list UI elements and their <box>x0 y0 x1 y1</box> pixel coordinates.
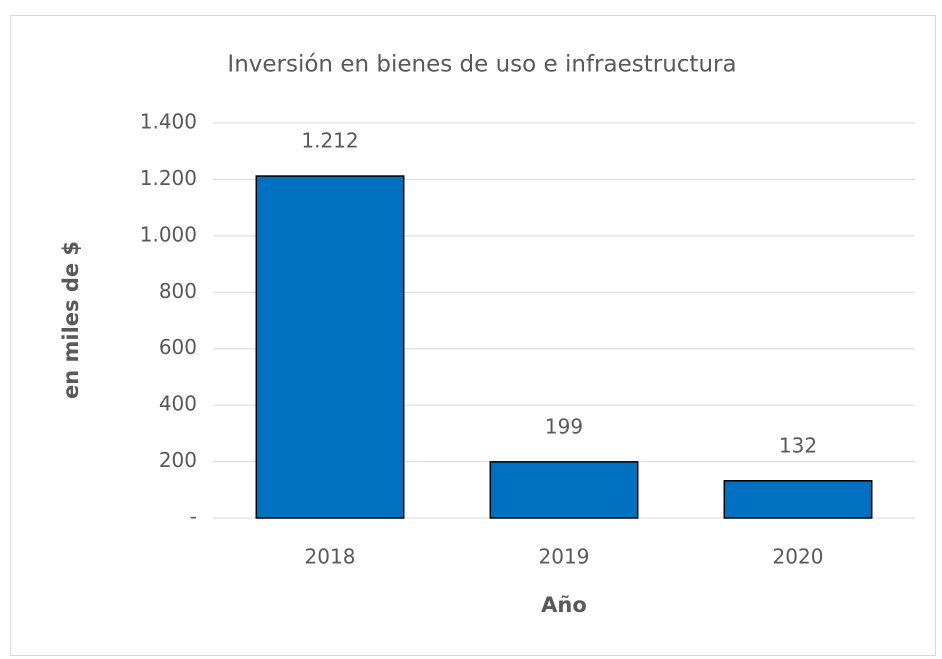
data-label: 199 <box>545 414 583 438</box>
x-axis-label: Año <box>541 593 587 617</box>
bar <box>489 461 639 519</box>
y-tick-label: - <box>190 505 197 529</box>
x-tick-label: 2019 <box>539 545 590 569</box>
y-tick-label: 1.400 <box>140 110 197 134</box>
y-axis-label: en miles de $ <box>59 241 83 399</box>
x-tick-label: 2020 <box>773 545 824 569</box>
chart-border <box>10 15 936 656</box>
y-tick-label: 800 <box>159 279 197 303</box>
y-tick-label: 1.000 <box>140 222 197 246</box>
y-tick-label: 600 <box>159 335 197 359</box>
x-tick-label: 2018 <box>305 545 356 569</box>
data-label: 1.212 <box>301 129 358 153</box>
bar <box>255 175 405 519</box>
y-tick-label: 200 <box>159 448 197 472</box>
bar <box>723 480 873 519</box>
chart-title: Inversión en bienes de uso e infraestruc… <box>227 52 736 78</box>
data-label: 132 <box>779 433 817 457</box>
y-tick-label: 400 <box>159 392 197 416</box>
y-tick-label: 1.200 <box>140 166 197 190</box>
